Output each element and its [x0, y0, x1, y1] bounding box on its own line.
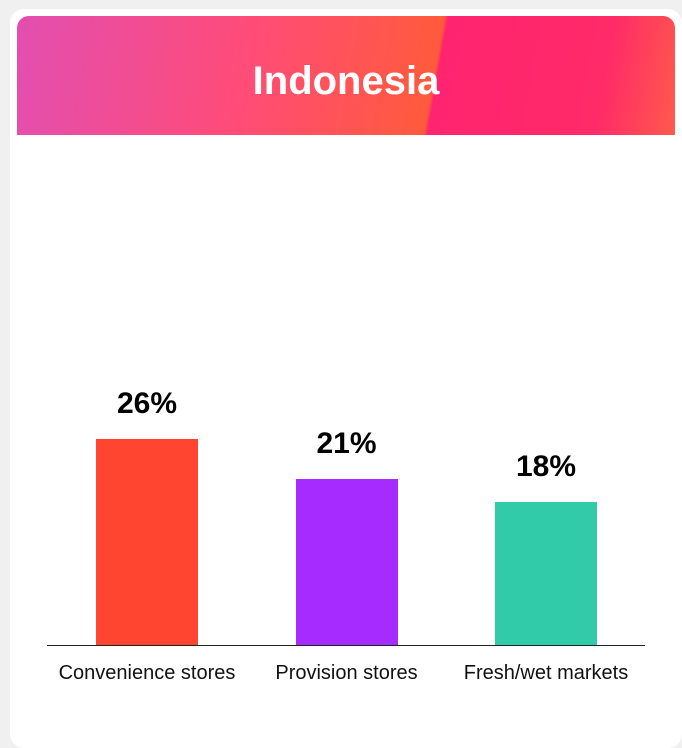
chart-title: Indonesia: [252, 59, 440, 103]
x-tick-label: Fresh/wet markets: [463, 662, 629, 684]
x-axis: [47, 645, 645, 646]
data-label: 26%: [116, 387, 178, 421]
data-label: 21%: [316, 426, 377, 460]
x-tick-label: Provision stores: [275, 662, 418, 684]
bar: [295, 478, 398, 645]
x-tick-label: Convenience stores: [58, 662, 236, 684]
bar: [495, 502, 597, 645]
data-label: 18%: [515, 450, 577, 484]
bar: [96, 439, 198, 645]
header: Indonesia: [17, 16, 675, 135]
